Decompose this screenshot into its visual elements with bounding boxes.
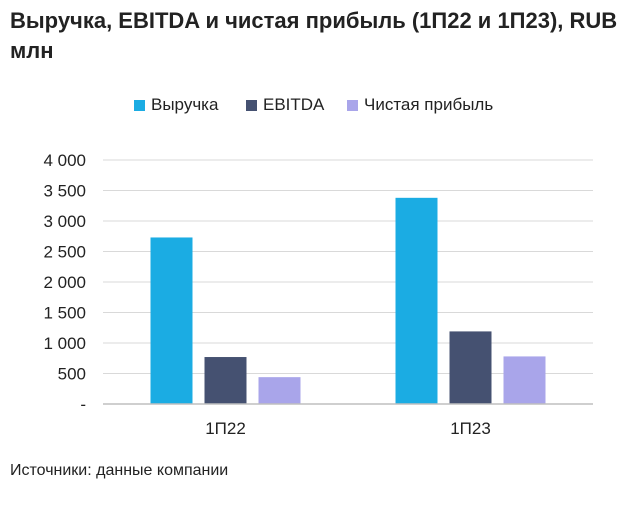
bar-1П22-EBITDA [204, 357, 247, 404]
legend-label-revenue: Выручка [151, 95, 219, 114]
x-tick-label-1П22: 1П22 [205, 419, 246, 438]
source-note: Источники: данные компании [10, 462, 229, 479]
legend-swatch-revenue [134, 99, 145, 111]
y-tick-label-2000: 2 000 [43, 273, 86, 292]
y-tick-label-1000: 1 000 [43, 334, 86, 353]
legend-item-ebitda: EBITDA [246, 94, 324, 116]
bar-1П23-EBITDA [449, 331, 492, 404]
x-tick-label-1П23: 1П23 [450, 419, 491, 438]
chart-legend: Выручка EBITDA Чистая прибыль [0, 94, 631, 116]
y-tick-label-3000: 3 000 [43, 212, 86, 231]
y-tick-label-3500: 3 500 [43, 182, 86, 201]
legend-item-revenue: Выручка [134, 94, 218, 116]
y-tick-label-500: 500 [58, 365, 86, 384]
legend-label-ebitda: EBITDA [263, 95, 325, 114]
bar-chart: - 500 1 000 1 500 2 000 2 500 3 000 3 500 4 000 1… [43, 151, 593, 438]
y-tick-label-0: - [80, 395, 86, 414]
bar-1П22-Чистая прибыль [258, 377, 301, 404]
bar-1П23-Чистая прибыль [503, 356, 546, 404]
y-tick-label-2500: 2 500 [43, 243, 86, 262]
chart-title: Выручка, EBITDA и чистая прибыль (1П22 и… [10, 8, 618, 63]
legend-label-net-profit: Чистая прибыль [364, 95, 494, 114]
legend-swatch-net-profit [347, 99, 358, 111]
bar-1П23-Выручка [395, 197, 438, 404]
y-tick-label-1500: 1 500 [43, 304, 86, 323]
legend-swatch-ebitda [246, 99, 257, 111]
legend-item-net-profit: Чистая прибыль [347, 94, 493, 116]
bar-1П22-Выручка [150, 237, 193, 404]
y-tick-label-4000: 4 000 [43, 151, 86, 170]
